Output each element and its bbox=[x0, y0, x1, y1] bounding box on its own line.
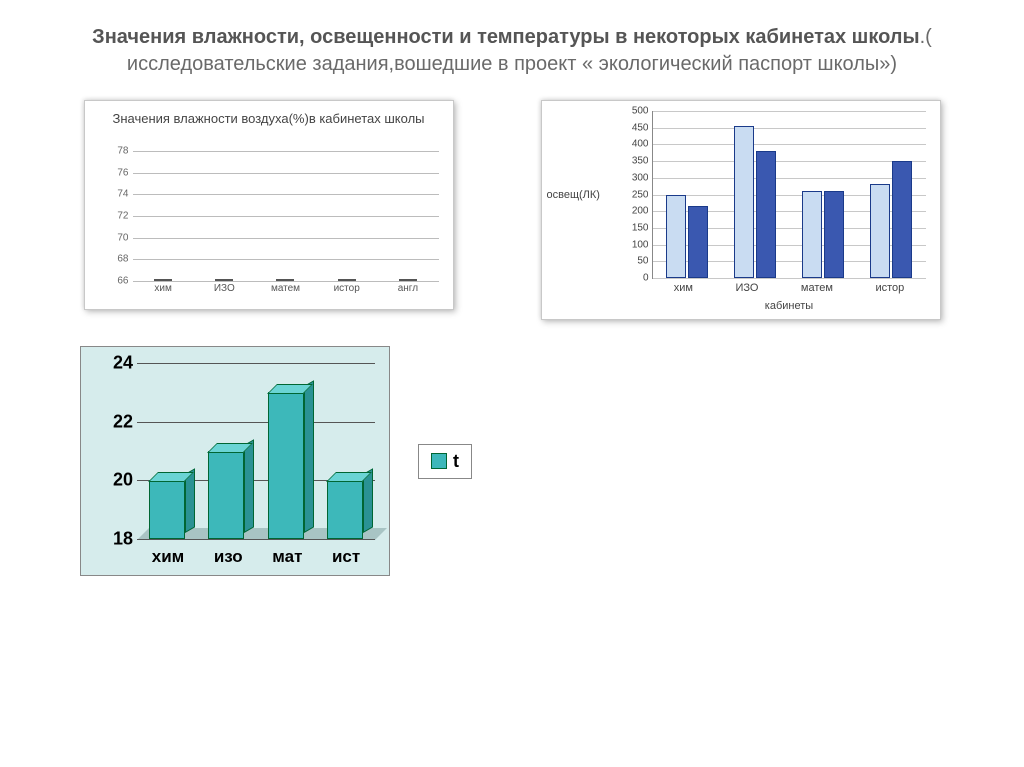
humidity-y-axis: 66687072747678 bbox=[103, 151, 129, 281]
light-chart: 0 50 100 150 200 250 300 350 400 450 500 освещ(ЛК)… bbox=[541, 100, 941, 320]
x-tick-label: ист bbox=[332, 547, 360, 567]
temp-legend-label: t bbox=[453, 451, 459, 472]
x-tick-label: изо bbox=[214, 547, 243, 567]
y-tick-label: 200 bbox=[632, 206, 649, 217]
light-x-labels: хим ИЗО матем истор bbox=[653, 282, 926, 296]
light-bar-хим-s1 bbox=[688, 206, 708, 278]
light-y-label: освещ(ЛК) bbox=[547, 189, 600, 201]
x-tick-label: хим bbox=[154, 283, 171, 294]
humidity-chart-plot: 66687072747678 химИЗОматемисторангл bbox=[133, 151, 439, 281]
temp-bar-ист bbox=[327, 480, 363, 539]
light-bar-истор-s1 bbox=[892, 161, 912, 278]
charts-row-1: Значения влажности воздуха(%)в кабинетах… bbox=[0, 90, 1024, 320]
y-tick-label: 300 bbox=[632, 172, 649, 183]
temp-legend-swatch bbox=[431, 453, 447, 469]
light-x-axis-label: кабинеты bbox=[653, 300, 926, 312]
title-bold: Значения влажности, освещенности и темпе… bbox=[92, 26, 919, 48]
y-tick-label: 20 bbox=[113, 470, 133, 491]
temp-chart-plot: 18202224 химизоматист bbox=[137, 363, 375, 539]
light-bar-ИЗО-s0 bbox=[734, 126, 754, 278]
humidity-bar-хим bbox=[154, 279, 172, 281]
humidity-bar-англ bbox=[399, 279, 417, 281]
y-tick-label: 18 bbox=[113, 529, 133, 550]
temp-y-axis: 18202224 bbox=[93, 363, 133, 539]
y-tick-label: 76 bbox=[117, 167, 128, 178]
humidity-chart-title: Значения влажности воздуха(%)в кабинетах… bbox=[99, 109, 439, 130]
light-bar-ИЗО-s1 bbox=[756, 151, 776, 278]
temp-bar-мат bbox=[268, 392, 304, 539]
humidity-bars bbox=[133, 151, 439, 281]
x-tick-label: матем bbox=[801, 282, 833, 296]
page-title: Значения влажности, освещенности и темпе… bbox=[0, 0, 1024, 90]
y-tick-label: 68 bbox=[117, 254, 128, 265]
humidity-bar-матем bbox=[276, 279, 294, 281]
temp-bars bbox=[137, 363, 375, 539]
light-bar-матем-s0 bbox=[802, 191, 822, 278]
humidity-bar-истор bbox=[338, 279, 356, 281]
light-bar-матем-s1 bbox=[824, 191, 844, 278]
y-tick-label: 250 bbox=[632, 189, 649, 200]
x-tick-label: ИЗО bbox=[735, 282, 758, 296]
temp-x-labels: хим изо мат ист bbox=[137, 547, 375, 567]
y-tick-label: 50 bbox=[637, 256, 648, 267]
light-bar-истор-s0 bbox=[870, 184, 890, 278]
x-tick-label: хим bbox=[674, 282, 693, 296]
temp-legend: t bbox=[418, 444, 472, 479]
humidity-chart: Значения влажности воздуха(%)в кабинетах… bbox=[84, 100, 454, 310]
x-tick-label: англ bbox=[398, 283, 418, 294]
light-bars bbox=[653, 111, 926, 278]
y-tick-label: 400 bbox=[632, 139, 649, 150]
temp-bar-изо bbox=[208, 451, 244, 539]
y-tick-label: 350 bbox=[632, 156, 649, 167]
light-y-axis: 050100150200250300350400450500 bbox=[619, 111, 649, 278]
y-tick-label: 0 bbox=[643, 273, 649, 284]
gridline bbox=[653, 278, 926, 279]
temp-chart-wrap: 18 20 22 24 хим изо мат ист t bbox=[80, 346, 472, 576]
humidity-bar-ИЗО bbox=[215, 279, 233, 281]
y-tick-label: 74 bbox=[117, 189, 128, 200]
y-tick-label: 70 bbox=[117, 232, 128, 243]
y-tick-label: 450 bbox=[632, 122, 649, 133]
gridline bbox=[133, 281, 439, 282]
y-tick-label: 72 bbox=[117, 211, 128, 222]
light-chart-plot: 050100150200250300350400450500 освещ(ЛК)… bbox=[652, 111, 926, 279]
charts-row-2: 18 20 22 24 хим изо мат ист t bbox=[0, 320, 1024, 576]
y-tick-label: 100 bbox=[632, 239, 649, 250]
y-tick-label: 150 bbox=[632, 222, 649, 233]
temp-bar-хим bbox=[149, 480, 185, 539]
gridline bbox=[137, 539, 375, 540]
y-tick-label: 66 bbox=[117, 276, 128, 287]
light-bar-хим-s0 bbox=[666, 195, 686, 279]
x-tick-label: истор bbox=[875, 282, 904, 296]
y-tick-label: 24 bbox=[113, 353, 133, 374]
x-tick-label: истор bbox=[334, 283, 360, 294]
humidity-x-labels: хим ИЗО матем истор англ bbox=[133, 283, 439, 297]
y-tick-label: 78 bbox=[117, 146, 128, 157]
temp-chart: 18 20 22 24 хим изо мат ист bbox=[80, 346, 390, 576]
y-tick-label: 22 bbox=[113, 411, 133, 432]
y-tick-label: 500 bbox=[632, 106, 649, 117]
x-tick-label: хим bbox=[152, 547, 184, 567]
x-tick-label: ИЗО bbox=[214, 283, 235, 294]
x-tick-label: матем bbox=[271, 283, 300, 294]
x-tick-label: мат bbox=[272, 547, 302, 567]
